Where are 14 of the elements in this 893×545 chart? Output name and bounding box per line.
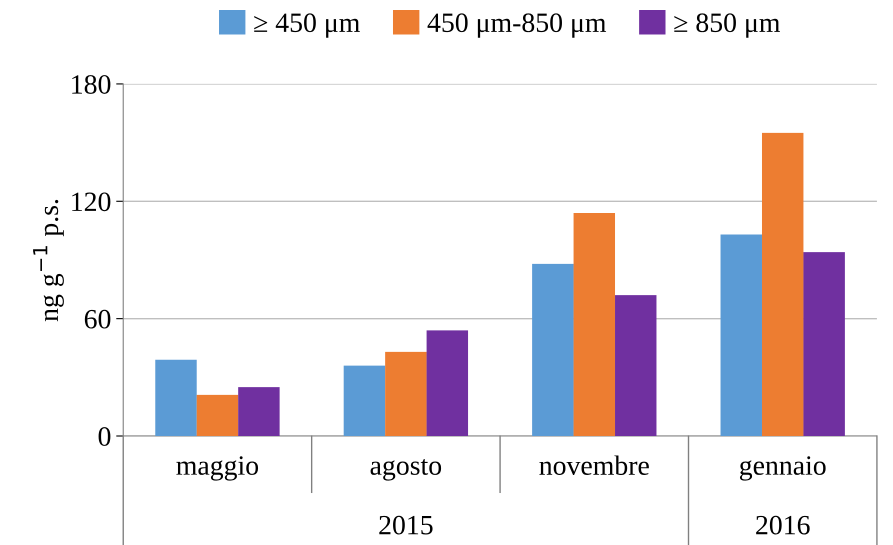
y-axis-title: ng g$^{−1}$ p.s. <box>33 200 64 322</box>
legend-label: 450 μm-850 μm <box>428 13 606 38</box>
y-tick-label: 0 <box>98 427 110 446</box>
y-tick-label: 120 <box>72 192 110 212</box>
x-tick-label: gennaio <box>740 456 826 481</box>
text: 2015 <box>379 516 433 534</box>
text: 2016 <box>756 516 810 534</box>
y-tick-label: 180 <box>72 75 110 94</box>
x-tick-label: agosto <box>370 459 442 481</box>
legend-label: ≥ 850 μm <box>674 13 780 38</box>
y-tick-label: 60 <box>84 310 110 329</box>
x-tick-label: maggio <box>176 456 258 481</box>
x-tick-label: novembre <box>539 455 649 475</box>
legend-label: ≥ 450 μm <box>254 13 360 38</box>
